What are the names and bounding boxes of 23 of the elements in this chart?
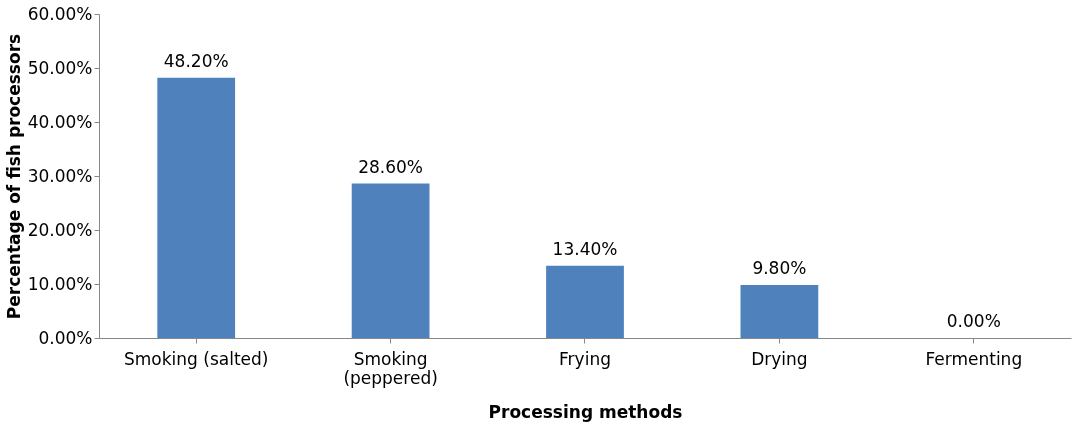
bar (740, 285, 819, 338)
y-tick-label: 10.00% (27, 273, 93, 294)
x-tick-label: Drying (751, 348, 808, 369)
x-axis-title: Processing methods (488, 401, 683, 422)
y-tick-label: 40.00% (27, 111, 93, 132)
y-tick-label: 20.00% (27, 219, 93, 240)
data-label: 0.00% (946, 311, 1001, 331)
y-tick-label: 50.00% (27, 57, 93, 78)
y-tick-label: 60.00% (27, 3, 93, 24)
x-tick-label: Fermenting (925, 348, 1023, 369)
data-label: 9.80% (752, 258, 807, 279)
y-tick-label: 30.00% (27, 165, 93, 186)
y-axis-title: Percentage of fish processors (3, 33, 24, 320)
x-tick-label: Frying (559, 348, 611, 369)
bar (157, 77, 236, 338)
data-label: 13.40% (552, 238, 618, 259)
y-tick-label: 0.00% (38, 327, 93, 348)
data-label: 28.60% (358, 156, 424, 177)
data-label: 48.20% (163, 50, 229, 71)
x-tick-label: Smoking (salted) (123, 348, 269, 369)
bar (546, 265, 624, 338)
x-tick-label: Smoking (peppered) (343, 348, 438, 388)
bar (351, 183, 430, 338)
